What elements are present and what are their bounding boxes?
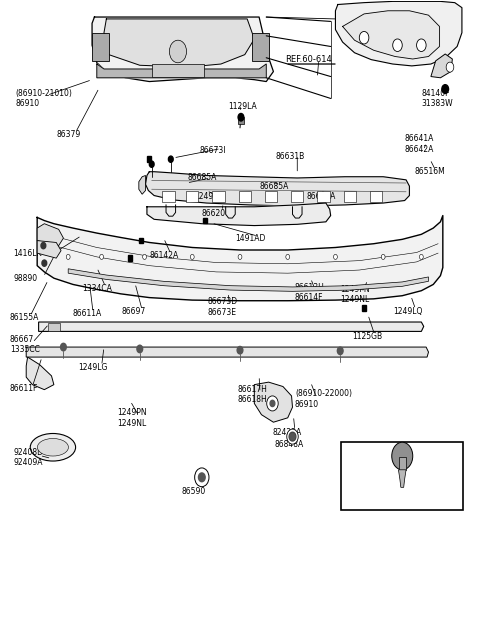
Text: 82423A: 82423A	[273, 428, 302, 437]
Circle shape	[100, 254, 104, 259]
Circle shape	[66, 254, 70, 259]
Polygon shape	[254, 382, 292, 422]
Text: 86631B: 86631B	[276, 152, 305, 161]
Bar	[128, 255, 132, 261]
Polygon shape	[104, 19, 254, 67]
Polygon shape	[398, 470, 406, 487]
Polygon shape	[139, 175, 145, 194]
Circle shape	[191, 254, 194, 259]
Polygon shape	[38, 322, 424, 331]
Circle shape	[392, 442, 413, 470]
Polygon shape	[92, 17, 274, 82]
Circle shape	[287, 429, 298, 444]
Text: 86613H
86614F: 86613H 86614F	[295, 283, 325, 303]
Text: 1244KE: 1244KE	[365, 454, 402, 464]
Text: 1129LA: 1129LA	[228, 102, 257, 111]
Circle shape	[41, 243, 46, 248]
Circle shape	[334, 254, 337, 259]
Bar	[147, 157, 152, 162]
Polygon shape	[68, 269, 429, 291]
Polygon shape	[145, 172, 409, 206]
Bar	[317, 191, 330, 203]
Bar	[212, 191, 225, 203]
Circle shape	[149, 161, 154, 167]
Bar	[265, 191, 277, 203]
Bar	[370, 191, 382, 203]
Bar	[252, 33, 269, 61]
Text: 86673D
86673E: 86673D 86673E	[207, 298, 238, 316]
Text: 86379: 86379	[56, 130, 81, 139]
Polygon shape	[336, 1, 462, 66]
Circle shape	[286, 254, 289, 259]
Circle shape	[143, 254, 146, 259]
Text: 1249PN
1249NL: 1249PN 1249NL	[117, 408, 146, 428]
Polygon shape	[147, 203, 331, 226]
Bar	[152, 64, 204, 77]
Text: 86697: 86697	[121, 307, 146, 316]
Text: 84140F
31383W: 84140F 31383W	[421, 89, 453, 108]
Text: 86685A: 86685A	[259, 182, 288, 191]
Text: 86848A: 86848A	[275, 440, 304, 449]
Bar	[238, 117, 244, 123]
Text: 86620: 86620	[202, 209, 226, 218]
Bar	[291, 191, 303, 203]
Polygon shape	[431, 54, 452, 78]
Text: 86685A: 86685A	[307, 192, 336, 201]
Bar	[92, 33, 109, 61]
Bar	[186, 191, 199, 203]
Text: 86673I: 86673I	[199, 146, 226, 155]
Polygon shape	[26, 347, 429, 357]
Text: 1249BD: 1249BD	[195, 192, 225, 201]
Polygon shape	[343, 11, 440, 59]
Text: REF.60-614: REF.60-614	[285, 55, 332, 64]
Bar	[139, 238, 143, 243]
Polygon shape	[37, 241, 61, 258]
Circle shape	[290, 433, 295, 440]
Circle shape	[442, 85, 448, 94]
Circle shape	[270, 400, 275, 406]
Text: 86590: 86590	[182, 487, 206, 496]
Circle shape	[381, 254, 385, 259]
Text: 1334CA: 1334CA	[83, 284, 112, 292]
Text: 86685A: 86685A	[188, 174, 217, 182]
Text: (86910-22000)
86910: (86910-22000) 86910	[295, 389, 352, 409]
Text: 1249LQ: 1249LQ	[393, 307, 422, 316]
Text: 92408D
92409A: 92408D 92409A	[13, 448, 43, 467]
Polygon shape	[37, 224, 63, 245]
Circle shape	[289, 432, 296, 441]
Text: 86611F: 86611F	[10, 384, 38, 393]
Circle shape	[417, 39, 426, 52]
Text: 1249PN
1249NL: 1249PN 1249NL	[340, 285, 370, 304]
Circle shape	[337, 347, 343, 355]
Polygon shape	[97, 64, 266, 78]
Circle shape	[237, 347, 243, 354]
Text: 86641A
86642A: 86641A 86642A	[405, 135, 434, 154]
Text: 86142A: 86142A	[149, 250, 179, 260]
Circle shape	[420, 254, 423, 259]
Circle shape	[137, 345, 143, 353]
Bar	[48, 323, 60, 331]
Text: 1491AD: 1491AD	[235, 233, 265, 243]
Bar	[341, 442, 463, 510]
Text: 86155A: 86155A	[10, 313, 39, 322]
Circle shape	[360, 31, 369, 44]
Circle shape	[168, 156, 173, 162]
Text: 1249LG: 1249LG	[79, 363, 108, 372]
Ellipse shape	[37, 438, 69, 456]
Text: 86516M: 86516M	[414, 167, 445, 176]
Circle shape	[169, 40, 187, 63]
Text: 1416LK: 1416LK	[13, 249, 42, 259]
Ellipse shape	[30, 433, 75, 461]
Circle shape	[42, 260, 47, 266]
Bar	[399, 457, 406, 470]
Polygon shape	[37, 216, 443, 301]
Text: 86611A: 86611A	[72, 309, 101, 318]
Circle shape	[238, 254, 242, 259]
Text: 98890: 98890	[13, 274, 37, 282]
Text: 86667
1335CC: 86667 1335CC	[10, 335, 40, 354]
Text: (86910-21010)
86910: (86910-21010) 86910	[16, 89, 72, 108]
Bar	[203, 218, 207, 223]
Circle shape	[393, 39, 402, 52]
Circle shape	[267, 396, 278, 411]
Polygon shape	[26, 357, 54, 389]
